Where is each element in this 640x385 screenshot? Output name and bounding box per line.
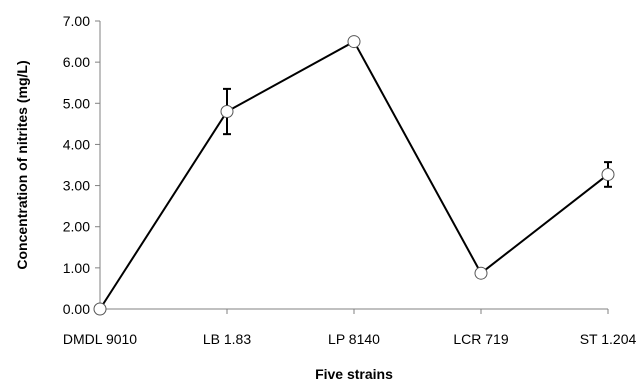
error-bars	[223, 87, 612, 188]
x-tick-label: LCR 719	[453, 331, 508, 347]
x-axis-title: Five strains	[315, 366, 393, 382]
y-tick-label: 3.00	[63, 178, 90, 194]
y-axis-title: Concentration of nitrites (mg/L)	[14, 60, 30, 269]
y-tick-label: 6.00	[63, 54, 90, 70]
x-tick-label: LB 1.83	[203, 331, 251, 347]
y-tick-label: 2.00	[63, 219, 90, 235]
y-tick-label: 7.00	[63, 13, 90, 29]
axes	[99, 21, 608, 310]
data-point	[93, 302, 107, 316]
y-ticks: 0.00 1.00 2.00 3.00 4.00 5.00 6.00 7.00	[63, 13, 100, 317]
y-tick-label: 5.00	[63, 95, 90, 111]
data-point	[347, 35, 361, 49]
data-point	[601, 167, 615, 181]
x-tick-label: LP 8140	[328, 331, 380, 347]
x-tick-label: ST 1.204	[580, 331, 637, 347]
data-markers	[93, 35, 615, 316]
x-tick-label: DMDL 9010	[63, 331, 137, 347]
data-point	[220, 105, 234, 119]
y-tick-label: 4.00	[63, 136, 90, 152]
series-line	[99, 40, 609, 310]
x-ticks: DMDL 9010 LB 1.83 LP 8140 LCR 719 ST 1.204	[63, 309, 637, 347]
y-tick-label: 1.00	[63, 260, 90, 276]
y-tick-label: 0.00	[63, 301, 90, 317]
data-point	[474, 266, 488, 280]
